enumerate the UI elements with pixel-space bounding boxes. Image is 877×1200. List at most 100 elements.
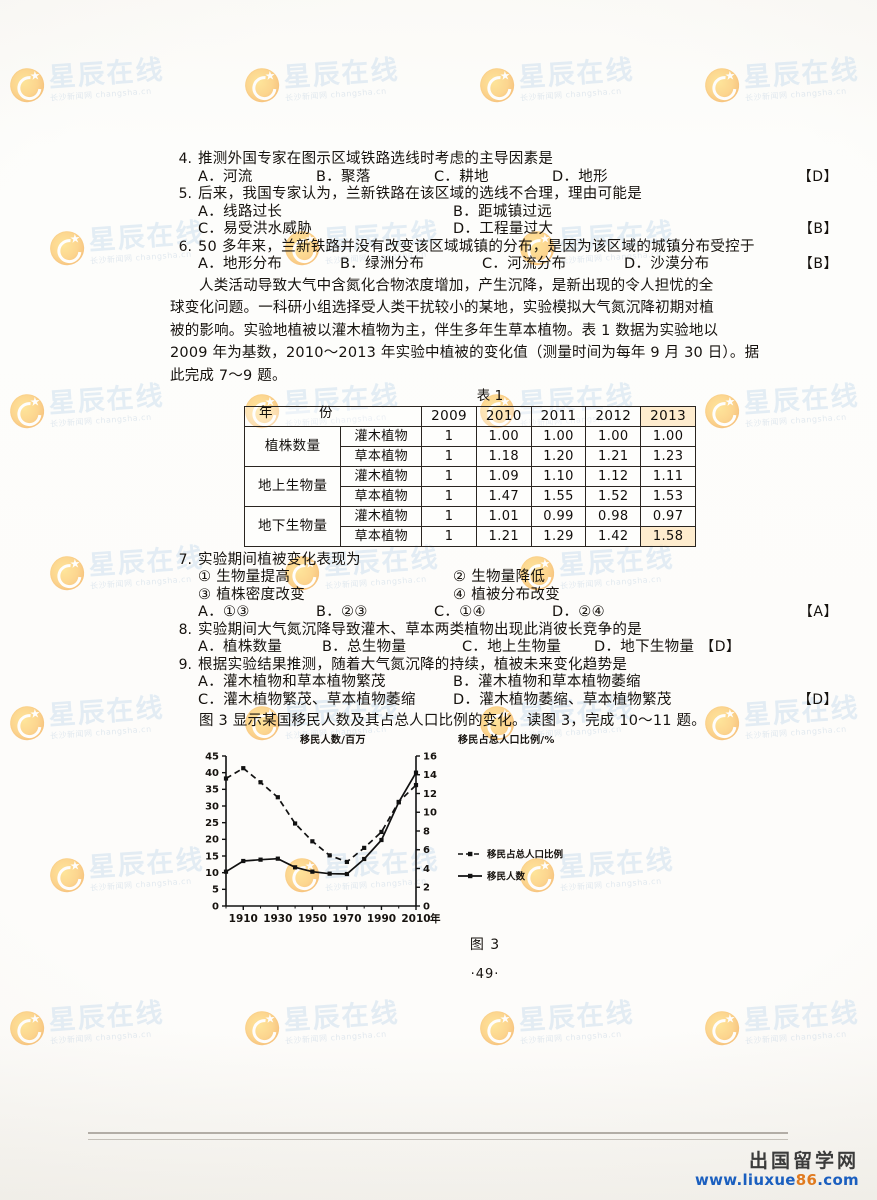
passage-line-4: 2009 年为基数，2010～2013 年实验中植被的变化值（测量时间为每年 9… [170,345,760,362]
chart-series-line [225,767,417,863]
question-4-option-d[interactable]: D．地形 [552,168,608,185]
question-7-option-d[interactable]: D．②④ [552,604,605,621]
question-9-answer: 【D】 [797,691,838,708]
chart-ytick-left-label: 10 [205,868,219,879]
watermark-logo-icon [704,67,741,104]
watermark-sub: 长沙新闻网 changsha.cn [519,86,622,103]
table-cell: 0.98 [585,505,642,527]
chart-left-axis-title: 移民人数/百万 [300,734,366,746]
question-6-option-c[interactable]: C．河流分布 [482,256,567,272]
table-cell: 1.52 [585,485,642,507]
question-7-option-c[interactable]: C．①④ [434,604,486,621]
watermark-sub: 长沙新闻网 changsha.cn [49,1029,152,1046]
chart-data-point [344,859,350,865]
table-cell: 1.21 [585,445,642,467]
question-5: 5. 后来，我国专家认为，兰新铁路在该区域的选线不合理，理由可能是 A．线路过长… [170,185,838,238]
chart-data-point [396,800,401,805]
chart-ytick-left-label: 40 [205,768,219,779]
chart-data-point [344,871,350,877]
question-6-stem: 50 多年来，兰新铁路并没有改变该区域城镇的分布，是因为该区域的城镇分布受控于 [198,238,755,255]
watermark-logo-icon [9,1010,46,1047]
watermark-sub: 长沙新闻网 changsha.cn [744,86,847,103]
table-body: 植株数量 灌木植物 1 1.00 1.00 1.00 1.00 草本植物 1 1.18 1.20 1.… [243,425,696,547]
footer-url-part-3: .com [817,1170,859,1189]
passage: 人类活动导致大气中含氮化合物浓度增加，产生沉降，是新出现的令人担忧的全 球变化问… [170,276,770,387]
watermark-sub: 长沙新闻网 changsha.cn [49,724,152,741]
question-8-option-d[interactable]: D．地下生物量 [594,639,695,656]
question-5-option-c[interactable]: C．易受洪水威胁 [198,221,313,237]
question-8-option-a[interactable]: A．植株数量 [198,639,283,656]
question-6-option-d[interactable]: D．沙漠分布 [624,256,710,272]
watermark-brand: 星辰在线 [742,997,861,1037]
question-7-item-1: ① 生物量提高 [198,569,291,586]
question-6-stem-line: 6. 50 多年来，兰新铁路并没有改变该区域城镇的分布，是因为该区域的城镇分布受… [170,238,770,256]
table-cell: 1.18 [475,445,532,467]
question-8-option-b[interactable]: B．总生物量 [322,639,407,656]
question-6-number: 6. [178,238,192,255]
chart-xtick-label: 1970 [332,913,361,925]
table-sub-label: 草本植物 [340,445,423,467]
watermark-logo-icon [49,230,86,267]
chart-xtick-label: 1950 [298,913,327,925]
footer-url-part-1: www.liuxue [694,1170,796,1189]
chart-xtick-label: 1990 [367,913,396,925]
watermark-logo-icon [9,67,46,104]
table-cell: 1.00 [585,425,642,447]
table-row: 植株数量 灌木植物 1 1.00 1.00 1.00 1.00 [243,425,696,467]
question-8-stem: 实验期间大气氮沉降导致灌木、草本两类植物出现此消彼长竞争的是 [198,621,642,638]
table-header-row: 年 份 2009 2010 2011 2012 2013 [243,405,696,427]
chart-data-point [362,856,367,862]
passage-line-1: 人类活动导致大气中含氮化合物浓度增加，产生沉降，是新出现的令人担忧的全 [199,277,714,294]
question-9: 9. 根据实验结果推测，随着大气氮沉降的持续，植被未来变化趋势是 A．灌木植物和… [170,656,838,709]
question-4-option-a[interactable]: A．河流 [198,168,253,185]
question-6-option-a[interactable]: A．地形分布 [198,256,283,272]
question-5-option-d[interactable]: D．工程量过大 [453,221,554,237]
question-8-answer: 【D】 [700,639,741,656]
chart-data-point [241,766,246,771]
watermark-sub: 长沙新闻网 changsha.cn [284,86,387,103]
question-4-options: A．河流 B．聚落 C．耕地 D．地形 【D】 [170,168,837,186]
watermark-brand: 星辰在线 [517,997,636,1037]
question-5-option-a[interactable]: A．线路过长 [198,203,283,220]
chart-data-point [379,829,384,835]
table-group-label: 植株数量 [243,425,342,467]
chart-ytick-left-label: 0 [212,901,219,912]
table-year-2011: 2011 [530,405,587,427]
question-8-options: A．植株数量 B．总生物量 C．地上生物量 D．地下生物量 【D】 [170,638,770,656]
question-7-item-3: ③ 植株密度改变 [198,586,306,603]
question-7-items-row-2: ③ 植株密度改变 ④ 植被分布改变 [170,586,770,604]
table-cell: 1.20 [530,445,587,467]
table-cell: 1.11 [640,465,696,487]
question-5-option-b[interactable]: B．距城镇过远 [453,203,553,220]
question-8-option-c[interactable]: C．地上生物量 [462,639,562,656]
chart-data-point [327,871,332,876]
table-cell: 1.09 [475,465,532,487]
watermark-logo-icon [704,1010,741,1047]
question-9-option-b[interactable]: B．灌木植物和草本植物萎缩 [453,674,641,691]
question-7-option-a[interactable]: A．①③ [198,604,250,621]
table-cell: 1 [421,505,477,527]
chart-data-point [241,858,246,864]
question-9-option-a[interactable]: A．灌木植物和草本植物繁茂 [198,674,386,691]
question-7-option-b[interactable]: B．②③ [316,604,368,621]
question-9-option-c[interactable]: C．灌木植物繁茂、草本植物萎缩 [198,691,416,708]
question-4-option-b[interactable]: B．聚落 [316,168,371,185]
question-4-option-c[interactable]: C．耕地 [434,168,489,185]
chart-data-point [292,821,298,826]
table-cell: 1 [421,425,477,447]
watermark-brand: 星辰在线 [47,54,166,94]
question-6-option-b[interactable]: B．绿洲分布 [340,256,425,272]
table-cell: 1.21 [475,525,532,547]
chart-ytick-left-label: 45 [205,751,219,762]
chart-xtick-label: 1930 [263,913,292,925]
question-9-option-d[interactable]: D．灌木植物萎缩、草本植物繁茂 [453,691,672,708]
table-cell: 1.12 [585,465,642,487]
chart-ytick-left-label: 35 [205,785,219,796]
